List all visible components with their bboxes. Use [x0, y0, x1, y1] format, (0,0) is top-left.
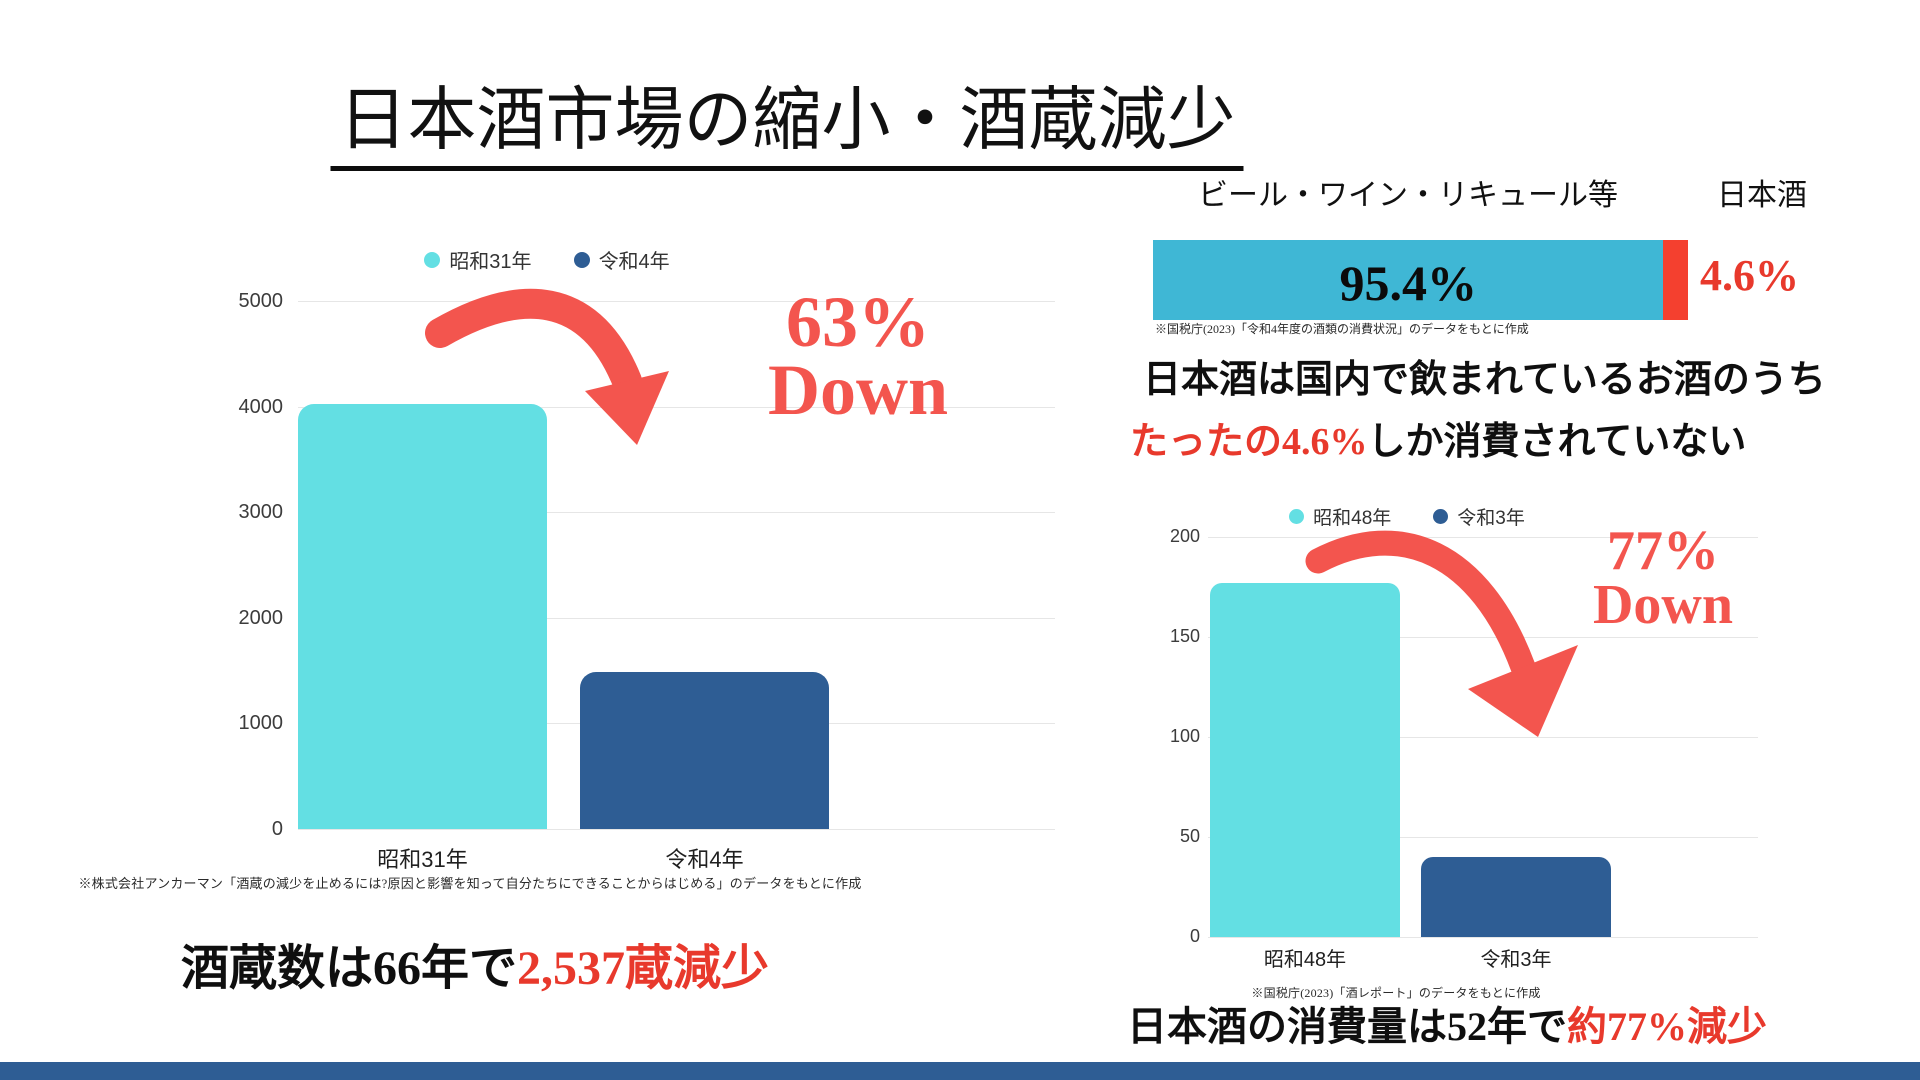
- legend-label: 昭和48年: [1313, 508, 1392, 529]
- chart-legend: 昭和48年 令和3年: [1160, 503, 1654, 530]
- gridline: [1208, 937, 1758, 938]
- bar: [1210, 583, 1400, 937]
- page-title: 日本酒市場の縮小・酒蔵減少: [330, 84, 1244, 171]
- share-label-sake: 日本酒: [1717, 179, 1807, 212]
- breweries-statement: 酒蔵数は66年で2,537蔵減少: [175, 928, 775, 998]
- y-tick-label: 100: [1169, 726, 1200, 747]
- consumption-bar-chart: 昭和48年 令和3年 0 50 100 150 200 昭和48年 令和3年 ※国税庁(2023)…: [1160, 495, 1775, 1010]
- legend-item: 昭和48年: [1289, 503, 1391, 530]
- y-tick-label: 0: [271, 818, 283, 840]
- breweries-bar-chart: 昭和31年 令和4年 0 1000 2000 3000 4000 5000 昭和31年 令和4年 ※…: [78, 230, 1060, 920]
- y-tick-label: 50: [1179, 826, 1200, 847]
- share-percent-other: 95.4%: [1339, 255, 1477, 311]
- y-tick-label: 200: [1169, 526, 1200, 547]
- y-tick-label: 4000: [238, 395, 284, 418]
- source-note: ※株式会社アンカーマン「酒蔵の減少を止めるには?原因と影響を知って自分たちにでき…: [78, 876, 862, 891]
- share-statement-line2: たったの4.6%しか消費されていない: [1130, 410, 1746, 465]
- legend-dot: [424, 251, 441, 268]
- share-statement-line1: 日本酒は国内で飲まれているお酒のうち: [1143, 359, 1826, 401]
- share-segment-sake: [1663, 240, 1688, 320]
- share-percent-sake: 4.6%: [1700, 251, 1799, 300]
- share-label-other-alcohol: ビール・ワイン・リキュール等: [1198, 179, 1618, 212]
- gridline: [298, 512, 1055, 514]
- legend-item: 昭和31年: [424, 245, 532, 274]
- statement-black: しか消費されていない: [1367, 421, 1747, 463]
- gridline: [298, 829, 1055, 830]
- annotation-percent: 63%: [786, 282, 930, 362]
- bar: [1421, 857, 1611, 937]
- share-stacked-bar: 95.4%: [1153, 240, 1688, 320]
- legend-label: 令和4年: [598, 251, 670, 273]
- annotation-down: Down: [1592, 574, 1734, 637]
- legend-label: 令和3年: [1457, 508, 1525, 529]
- y-tick-label: 150: [1169, 626, 1200, 647]
- legend-dot: [1289, 509, 1305, 524]
- y-tick-label: 2000: [238, 606, 284, 629]
- x-axis-label: 令和3年: [1480, 949, 1552, 971]
- chart-legend: 昭和31年 令和4年: [150, 245, 944, 274]
- gridline: [298, 301, 1055, 302]
- bar: [580, 672, 829, 829]
- bar: [298, 404, 547, 829]
- legend-item: 令和4年: [573, 245, 670, 274]
- statement-black: 酒蔵数は66年で: [180, 942, 517, 995]
- gridline: [298, 617, 1055, 619]
- x-axis-label: 令和4年: [665, 847, 744, 872]
- legend-label: 昭和31年: [449, 251, 532, 273]
- annotation-77-down: 77% Down: [1563, 520, 1763, 637]
- gridline: [1208, 737, 1758, 738]
- y-tick-label: 3000: [238, 501, 284, 524]
- source-note: ※国税庁(2023)「酒レポート」のデータをもとに作成: [1251, 986, 1541, 1000]
- statement-red: たったの4.6%: [1130, 421, 1368, 463]
- x-axis-label: 昭和31年: [377, 847, 468, 872]
- y-tick-label: 1000: [238, 712, 284, 735]
- share-source-note: ※国税庁(2023)「令和4年度の酒類の消費状況」のデータをもとに作成: [1155, 322, 1529, 336]
- consumption-statement: 日本酒の消費量は52年で約77%減少: [1127, 994, 1767, 1052]
- annotation-63-down: 63% Down: [708, 282, 1008, 431]
- share-segment-other: 95.4%: [1153, 240, 1664, 320]
- statement-red: 2,537蔵減少: [517, 942, 770, 995]
- annotation-percent: 77%: [1607, 520, 1719, 582]
- footer-bar: [0, 1062, 1920, 1080]
- y-tick-label: 5000: [238, 290, 284, 312]
- gridline: [1208, 837, 1758, 838]
- legend-dot: [573, 251, 590, 268]
- legend-dot: [1433, 509, 1449, 524]
- annotation-down: Down: [767, 350, 949, 431]
- statement-red: 約77%減少: [1567, 1004, 1767, 1049]
- statement-black: 日本酒の消費量は52年で: [1127, 1004, 1567, 1049]
- legend-item: 令和3年: [1433, 503, 1525, 530]
- gridline: [298, 406, 1055, 408]
- x-axis-label: 昭和48年: [1263, 949, 1347, 971]
- y-tick-label: 0: [1189, 926, 1200, 947]
